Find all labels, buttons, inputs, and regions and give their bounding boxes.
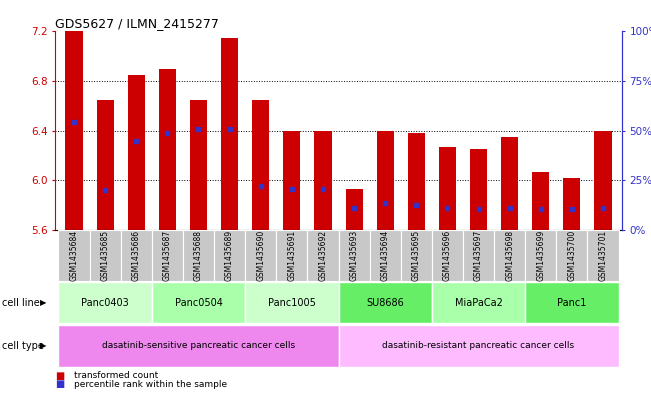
Bar (183, 230, 214, 281)
Bar (59, 282, 152, 323)
Bar (339, 282, 432, 323)
Text: SU8686: SU8686 (367, 298, 404, 308)
Bar (432, 230, 463, 281)
Bar (401, 230, 432, 281)
Bar (214, 230, 245, 281)
Text: GSM1435695: GSM1435695 (412, 230, 421, 281)
Text: MiaPaCa2: MiaPaCa2 (454, 298, 503, 308)
Text: transformed count: transformed count (74, 371, 158, 380)
Bar (463, 230, 494, 281)
Text: GSM1435691: GSM1435691 (287, 230, 296, 281)
Text: cell type: cell type (2, 341, 44, 351)
Bar (563, 178, 581, 230)
Bar (252, 100, 270, 230)
Bar (66, 31, 83, 230)
Text: dasatinib-sensitive pancreatic cancer cells: dasatinib-sensitive pancreatic cancer ce… (102, 342, 295, 350)
Bar (59, 325, 339, 367)
Text: percentile rank within the sample: percentile rank within the sample (74, 380, 227, 389)
Text: GSM1435690: GSM1435690 (256, 230, 265, 281)
Bar (96, 100, 114, 230)
Text: GSM1435685: GSM1435685 (101, 230, 109, 281)
Text: dasatinib-resistant pancreatic cancer cells: dasatinib-resistant pancreatic cancer ce… (383, 342, 575, 350)
Text: GSM1435688: GSM1435688 (194, 230, 203, 281)
Bar (245, 282, 339, 323)
Bar (314, 130, 331, 230)
Text: GDS5627 / ILMN_2415277: GDS5627 / ILMN_2415277 (55, 17, 219, 30)
Bar (377, 130, 394, 230)
Bar (339, 325, 618, 367)
Text: GSM1435696: GSM1435696 (443, 230, 452, 281)
Text: GSM1435698: GSM1435698 (505, 230, 514, 281)
Text: ■: ■ (55, 371, 64, 381)
Text: GSM1435699: GSM1435699 (536, 230, 546, 281)
Text: GSM1435686: GSM1435686 (132, 230, 141, 281)
Bar (494, 230, 525, 281)
Bar (525, 282, 618, 323)
Text: GSM1435693: GSM1435693 (350, 230, 359, 281)
Bar (221, 38, 238, 230)
Bar (120, 230, 152, 281)
Text: GSM1435687: GSM1435687 (163, 230, 172, 281)
Bar (346, 189, 363, 230)
Bar (245, 230, 276, 281)
Bar (276, 230, 307, 281)
Bar (525, 230, 557, 281)
Bar (159, 69, 176, 230)
Text: GSM1435689: GSM1435689 (225, 230, 234, 281)
Bar (594, 130, 611, 230)
Bar (501, 137, 518, 230)
Bar (533, 172, 549, 230)
Text: Panc0504: Panc0504 (174, 298, 223, 308)
Text: GSM1435694: GSM1435694 (381, 230, 390, 281)
Bar (307, 230, 339, 281)
Bar (432, 282, 525, 323)
Bar (408, 133, 425, 230)
Text: Panc1: Panc1 (557, 298, 587, 308)
Bar (90, 230, 120, 281)
Text: GSM1435684: GSM1435684 (70, 230, 79, 281)
Text: GSM1435700: GSM1435700 (568, 230, 576, 281)
Bar (470, 149, 487, 230)
Bar (59, 230, 90, 281)
Text: Panc1005: Panc1005 (268, 298, 316, 308)
Bar (587, 230, 618, 281)
Bar (283, 130, 300, 230)
Text: ■: ■ (55, 379, 64, 389)
Text: GSM1435692: GSM1435692 (318, 230, 327, 281)
Bar (557, 230, 587, 281)
Bar (152, 230, 183, 281)
Text: cell line: cell line (2, 298, 40, 308)
Bar (439, 147, 456, 230)
Text: ▶: ▶ (40, 342, 47, 350)
Bar (152, 282, 245, 323)
Text: GSM1435697: GSM1435697 (474, 230, 483, 281)
Text: GSM1435701: GSM1435701 (598, 230, 607, 281)
Bar (190, 100, 207, 230)
Text: Panc0403: Panc0403 (81, 298, 129, 308)
Text: ▶: ▶ (40, 298, 47, 307)
Bar (128, 75, 145, 230)
Bar (339, 230, 370, 281)
Bar (370, 230, 401, 281)
